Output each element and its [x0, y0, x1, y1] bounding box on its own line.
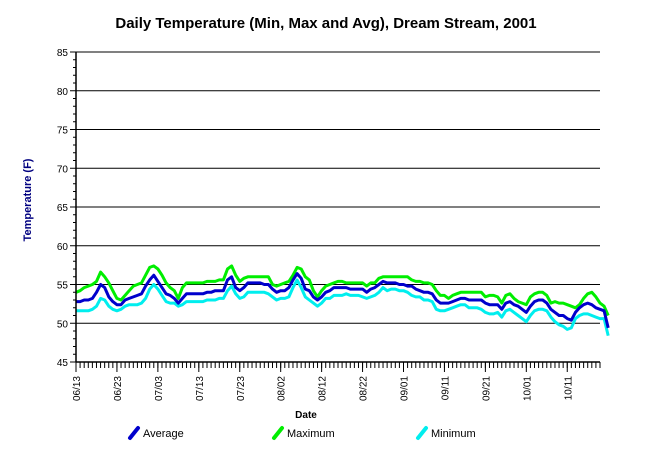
x-tick-label: 10/01 — [522, 376, 533, 401]
y-tick-label: 65 — [57, 203, 69, 214]
series-lines — [75, 264, 610, 337]
y-tick-label: 80 — [57, 87, 69, 98]
x-tick-label: 09/11 — [440, 376, 451, 401]
grid-lines — [76, 51, 600, 324]
chart-title: Daily Temperature (Min, Max and Avg), Dr… — [115, 15, 536, 32]
y-tick-label: 85 — [57, 48, 69, 59]
x-axis-ticks: 06/13 06/23 07/03 07/13 07/23 08/02 08/12 08/22… — [72, 362, 601, 401]
x-tick-label: 08/22 — [359, 376, 370, 401]
legend-swatch-minimum — [416, 426, 428, 440]
y-tick-label: 55 — [57, 281, 69, 292]
series-line-average — [76, 272, 610, 329]
x-tick-label: 09/21 — [481, 376, 492, 401]
series-line-minimum — [76, 278, 610, 337]
legend-label-minimum: Minimum — [431, 428, 476, 440]
y-tick-label: 75 — [57, 126, 69, 137]
y-tick-label: 50 — [57, 319, 69, 330]
x-tick-label: 10/11 — [563, 376, 574, 401]
y-tick-label: 70 — [57, 164, 69, 175]
y-tick-label: 60 — [57, 242, 69, 253]
legend-swatch-average — [128, 426, 140, 440]
x-axis-label: Date — [295, 410, 317, 421]
x-tick-label: 08/02 — [277, 376, 288, 401]
legend: Average Maximum Minimum — [128, 426, 476, 440]
y-tick-label: 45 — [57, 358, 69, 369]
x-tick-label: 06/23 — [113, 376, 124, 401]
axes — [75, 52, 600, 363]
legend-label-average: Average — [143, 428, 184, 440]
x-tick-label: 07/03 — [154, 376, 165, 401]
legend-label-maximum: Maximum — [287, 428, 335, 440]
x-tick-label: 07/23 — [236, 376, 247, 401]
x-tick-label: 08/12 — [318, 376, 329, 401]
x-tick-label: 06/13 — [72, 376, 83, 401]
y-axis-ticks: 45 50 55 60 65 70 75 80 85 — [57, 48, 76, 369]
x-tick-label: 09/01 — [400, 376, 411, 401]
x-tick-label: 07/13 — [195, 376, 206, 401]
series-line-maximum — [75, 264, 610, 317]
y-axis-label: Temperature (F) — [22, 158, 34, 241]
legend-swatch-maximum — [272, 426, 284, 440]
